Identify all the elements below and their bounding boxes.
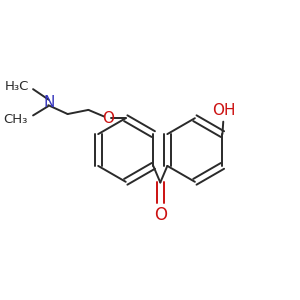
- Text: O: O: [102, 111, 114, 126]
- Text: O: O: [154, 206, 167, 224]
- Text: OH: OH: [212, 103, 236, 118]
- Text: N: N: [44, 95, 56, 110]
- Text: H₃C: H₃C: [4, 80, 29, 93]
- Text: CH₃: CH₃: [3, 113, 28, 126]
